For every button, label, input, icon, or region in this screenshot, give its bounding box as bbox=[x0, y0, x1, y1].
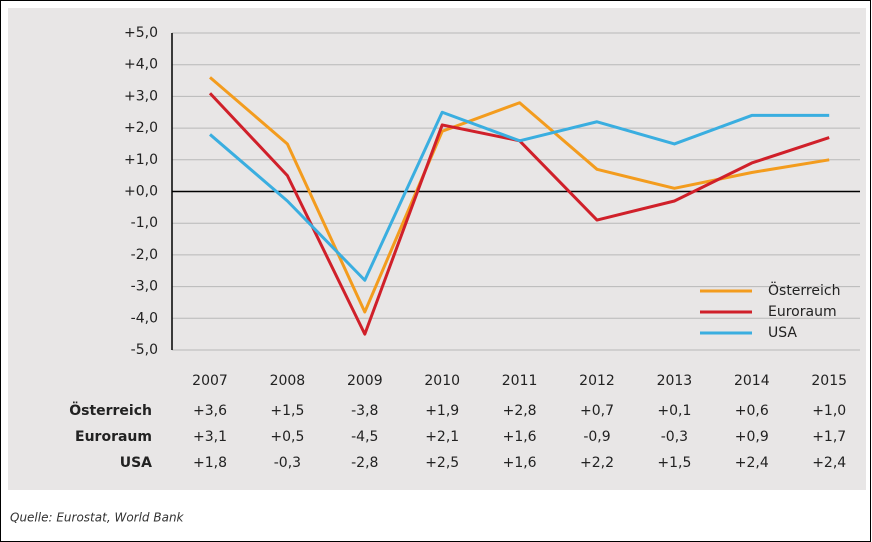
row-label: Österreich bbox=[69, 401, 152, 419]
table-value: +0,6 bbox=[735, 403, 769, 419]
y-tick-label: +4,0 bbox=[124, 57, 158, 73]
table-value: +0,7 bbox=[580, 403, 614, 419]
legend-label: Euroraum bbox=[768, 304, 837, 320]
table-value: -4,5 bbox=[351, 429, 378, 445]
y-tick-label: +3,0 bbox=[124, 88, 158, 104]
table-value: -0,9 bbox=[583, 429, 610, 445]
table-value: +0,5 bbox=[270, 429, 304, 445]
table-value: -0,3 bbox=[274, 455, 301, 471]
x-tick-label: 2007 bbox=[192, 373, 228, 389]
x-tick-label: 2012 bbox=[579, 373, 615, 389]
table-value: +0,1 bbox=[657, 403, 691, 419]
table-value: -2,8 bbox=[351, 455, 378, 471]
table-value: +2,4 bbox=[735, 455, 769, 471]
table-value: +2,2 bbox=[580, 455, 614, 471]
y-tick-label: -2,0 bbox=[131, 247, 158, 263]
legend-label: USA bbox=[768, 325, 797, 341]
table-value: +2,1 bbox=[425, 429, 459, 445]
table-value: -0,3 bbox=[661, 429, 688, 445]
table-value: +1,0 bbox=[812, 403, 846, 419]
x-tick-label: 2015 bbox=[811, 373, 847, 389]
table-value: +2,5 bbox=[425, 455, 459, 471]
x-tick-label: 2014 bbox=[734, 373, 770, 389]
table-value: +2,8 bbox=[503, 403, 537, 419]
x-tick-label: 2010 bbox=[424, 373, 460, 389]
legend-label: Österreich bbox=[768, 281, 840, 299]
x-tick-label: 2013 bbox=[657, 373, 693, 389]
x-tick-label: 2011 bbox=[502, 373, 538, 389]
x-tick-label: 2008 bbox=[270, 373, 306, 389]
y-tick-label: +1,0 bbox=[124, 152, 158, 168]
series-line bbox=[209, 76, 830, 314]
y-tick-label: +5,0 bbox=[124, 25, 158, 41]
y-tick-label: +2,0 bbox=[124, 120, 158, 136]
table-value: +0,9 bbox=[735, 429, 769, 445]
row-label: USA bbox=[120, 455, 152, 471]
y-tick-label: -1,0 bbox=[131, 215, 158, 231]
table-value: +1,6 bbox=[503, 429, 537, 445]
table-value: +3,6 bbox=[193, 403, 227, 419]
y-tick-label: -4,0 bbox=[131, 310, 158, 326]
table-value: +1,6 bbox=[503, 455, 537, 471]
table-value: -3,8 bbox=[351, 403, 378, 419]
source: Quelle: Eurostat, World Bank bbox=[10, 511, 185, 525]
row-label: Euroraum bbox=[75, 429, 152, 445]
y-tick-label: +0,0 bbox=[124, 184, 158, 200]
table-value: +1,5 bbox=[657, 455, 691, 471]
table-value: +3,1 bbox=[193, 429, 227, 445]
table-value: +1,7 bbox=[812, 429, 846, 445]
y-tick-label: -5,0 bbox=[131, 342, 158, 358]
series-line bbox=[209, 110, 830, 282]
x-tick-label: 2009 bbox=[347, 373, 383, 389]
table-value: +1,9 bbox=[425, 403, 459, 419]
table-value: +2,4 bbox=[812, 455, 846, 471]
panel bbox=[8, 8, 866, 490]
y-tick-label: -3,0 bbox=[131, 279, 158, 295]
table-value: +1,5 bbox=[270, 403, 304, 419]
table-value: +1,8 bbox=[193, 455, 227, 471]
